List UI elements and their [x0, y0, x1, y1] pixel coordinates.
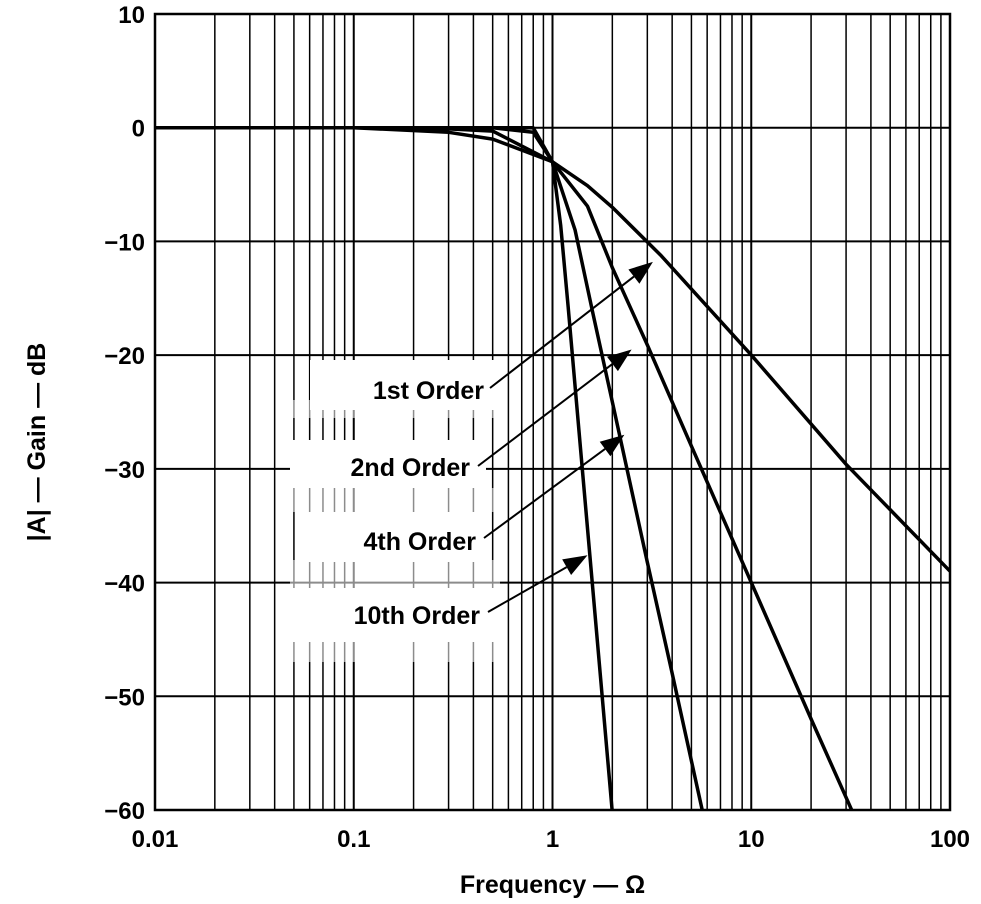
annotation-label-mask: [290, 440, 486, 488]
annotation-label-2nd-order: 2nd Order: [351, 454, 471, 482]
y-tick-label: −60: [104, 798, 145, 825]
annotation-label-mask: [290, 400, 500, 418]
x-tick-label: 0.01: [132, 826, 179, 853]
x-axis-title: Frequency — Ω: [460, 871, 645, 899]
y-tick-label: −50: [104, 684, 145, 711]
series-line-10th-order: [155, 125, 614, 810]
x-tick-label: 0.1: [337, 826, 370, 853]
annotation-label-4th-order: 4th Order: [363, 528, 476, 556]
annotation-leader-10th-order: [487, 566, 568, 613]
annotation-leader-1st-order: [489, 275, 635, 389]
y-tick-label: −20: [104, 343, 145, 370]
annotation-label-mask: [290, 488, 500, 512]
annotations: 1st Order 2nd Order 4th Order 10th Order: [351, 261, 653, 630]
x-tick-label: 10: [738, 826, 765, 853]
y-tick-label: 0: [132, 116, 145, 143]
annotation-leader-2nd-order: [477, 363, 614, 467]
y-tick-label: −30: [104, 457, 145, 484]
annotation-leader-4th-order: [483, 448, 606, 539]
annotation-label-mask: [300, 512, 482, 562]
annotation-label-mask: [290, 560, 500, 588]
annotation-arrowhead-4th-order: [599, 434, 625, 457]
y-axis-title: |A| — Gain — dB: [23, 343, 51, 542]
annotation-label-mask: [290, 642, 500, 662]
annotation-arrowhead-1st-order: [628, 261, 653, 284]
annotation-label-mask: [290, 588, 494, 642]
series-lines: [155, 125, 950, 810]
plot-frame: [153, 12, 952, 812]
x-tick-label: 100: [930, 826, 970, 853]
annotation-label-10th-order: 10th Order: [354, 602, 481, 630]
y-tick-label: −40: [104, 571, 145, 598]
label-masks: [290, 360, 500, 662]
annotation-arrowhead-10th-order: [562, 555, 588, 575]
annotation-label-1st-order: 1st Order: [373, 377, 484, 405]
grid: [154, 13, 950, 811]
x-tick-label: 1: [546, 826, 559, 853]
annotation-arrowhead-2nd-order: [607, 349, 632, 372]
y-tick-label: −10: [104, 229, 145, 256]
series-line-1st-order: [155, 125, 950, 573]
y-tick-label: 10: [118, 2, 145, 29]
